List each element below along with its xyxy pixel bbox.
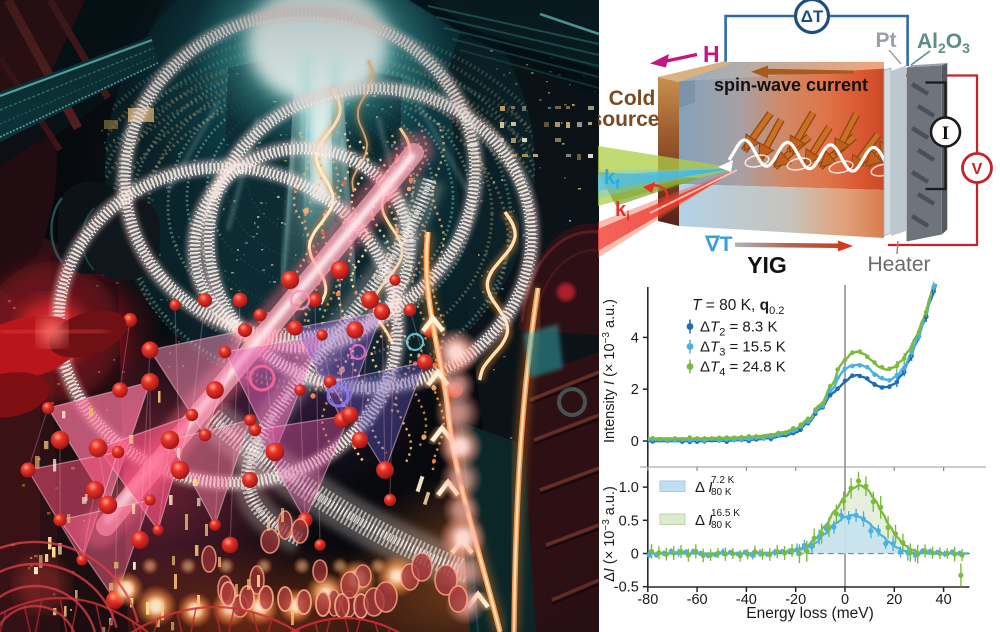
svg-text:ΔT2 = 8.3 K: ΔT2 = 8.3 K	[700, 319, 777, 339]
svg-text:Pt: Pt	[876, 29, 897, 52]
svg-text:Δ I: Δ I	[695, 512, 713, 529]
svg-text:source: source	[598, 108, 659, 131]
svg-text:40: 40	[936, 592, 952, 608]
svg-text:2: 2	[631, 382, 639, 398]
svg-text:80 K: 80 K	[711, 487, 732, 498]
svg-text:YIG: YIG	[747, 252, 787, 278]
svg-text:7.2 K: 7.2 K	[711, 475, 735, 486]
svg-text:-60: -60	[687, 592, 708, 608]
svg-text:Intensity I (× 10−3 a.u.): Intensity I (× 10−3 a.u.)	[601, 299, 619, 443]
svg-text:4: 4	[631, 330, 639, 346]
svg-text:V: V	[972, 161, 983, 178]
svg-text:0: 0	[631, 547, 639, 563]
svg-text:Δ I: Δ I	[695, 479, 713, 496]
svg-text:Al2O3: Al2O3	[917, 30, 970, 56]
svg-text:80 K: 80 K	[711, 520, 732, 531]
svg-text:-40: -40	[736, 592, 757, 608]
svg-text:Cold: Cold	[609, 87, 656, 110]
svg-text:ki: ki	[615, 199, 630, 224]
svg-text:Energy loss (meV): Energy loss (meV)	[746, 605, 873, 622]
svg-text:H: H	[703, 41, 720, 67]
svg-text:T = 80 K, q0.2: T = 80 K, q0.2	[692, 297, 784, 317]
svg-text:ΔT: ΔT	[801, 7, 824, 26]
svg-text:1.0: 1.0	[619, 480, 639, 496]
svg-text:0: 0	[841, 592, 849, 608]
svg-text:-0.5: -0.5	[614, 580, 639, 596]
svg-text:16.5 K: 16.5 K	[711, 508, 740, 519]
svg-text:ΔT4 = 24.8 K: ΔT4 = 24.8 K	[700, 359, 786, 379]
svg-text:ΔT3 = 15.5 K: ΔT3 = 15.5 K	[700, 339, 786, 359]
svg-text:-20: -20	[785, 592, 806, 608]
svg-text:∇T: ∇T	[705, 233, 733, 256]
svg-text:20: 20	[886, 592, 902, 608]
svg-text:I: I	[942, 123, 949, 144]
svg-text:ΔI (× 10−3 a.u.): ΔI (× 10−3 a.u.)	[601, 486, 619, 582]
svg-text:-80: -80	[637, 592, 658, 608]
svg-text:Heater: Heater	[867, 253, 930, 276]
svg-text:0: 0	[631, 434, 639, 450]
svg-text:0.5: 0.5	[619, 513, 639, 529]
svg-text:spin-wave current: spin-wave current	[714, 75, 868, 95]
